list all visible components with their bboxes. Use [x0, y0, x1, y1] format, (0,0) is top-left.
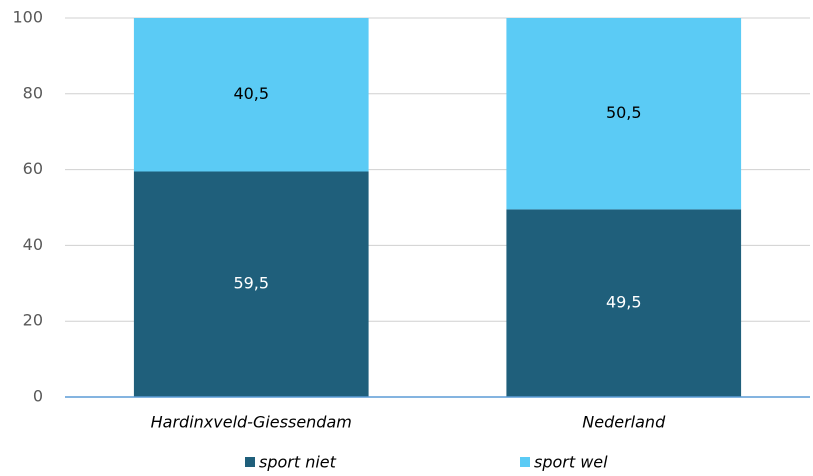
y-tick-label: 0 [33, 387, 43, 406]
data-label: 59,5 [233, 274, 269, 293]
x-tick-label: Hardinxveld-Giessendam [151, 413, 352, 432]
y-tick-label: 60 [23, 159, 43, 178]
y-tick-label: 40 [23, 235, 43, 254]
bar-segment [133, 18, 369, 172]
legend-label: sport wel [534, 453, 608, 472]
bar-segment [133, 171, 369, 397]
bar-segment [506, 209, 742, 397]
x-tick-label: Nederland [582, 413, 666, 432]
legend-label: sport niet [259, 453, 337, 472]
y-tick-label: 100 [12, 8, 43, 27]
legend-swatch [245, 457, 255, 467]
data-label: 40,5 [233, 84, 269, 103]
y-tick-label: 80 [23, 83, 43, 102]
y-tick-label: 20 [23, 311, 43, 330]
data-label: 49,5 [606, 293, 642, 312]
bar-segment [506, 18, 742, 210]
data-label: 50,5 [606, 103, 642, 122]
legend-swatch [520, 457, 530, 467]
